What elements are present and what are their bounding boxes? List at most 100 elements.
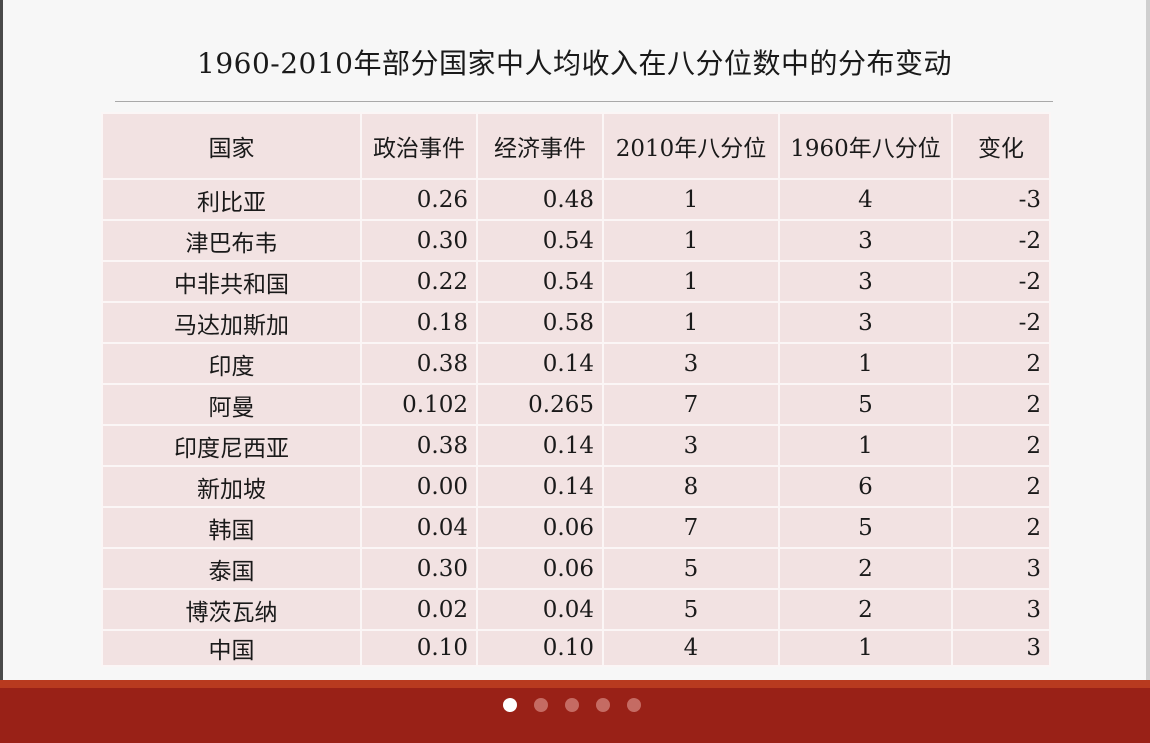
cell-2010-octile: 1 — [602, 219, 780, 262]
cell-economic: 0.14 — [476, 342, 604, 385]
table-row: 津巴布韦 0.30 0.54 1 3 -2 — [101, 219, 1051, 262]
cell-political: 0.30 — [360, 219, 478, 262]
cell-2010-octile: 1 — [602, 260, 780, 303]
cell-economic: 0.54 — [476, 219, 604, 262]
cell-change: 2 — [951, 342, 1051, 385]
cell-political: 0.04 — [360, 506, 478, 549]
cell-2010-octile: 3 — [602, 424, 780, 467]
cell-1960-octile: 3 — [778, 301, 953, 344]
cell-1960-octile: 5 — [778, 383, 953, 426]
cell-1960-octile: 6 — [778, 465, 953, 508]
window-edge-left — [0, 0, 3, 743]
cell-change: 3 — [951, 629, 1051, 667]
table-row: 中国 0.10 0.10 4 1 3 — [101, 629, 1051, 667]
cell-2010-octile: 5 — [602, 588, 780, 631]
header-change: 变化 — [951, 112, 1051, 180]
bottom-bar-stripe — [0, 680, 1150, 688]
cell-1960-octile: 2 — [778, 588, 953, 631]
data-table: 国家 政治事件 经济事件 2010年八分位 1960年八分位 变化 利比亚 0.2… — [101, 112, 1051, 667]
table-row: 泰国 0.30 0.06 5 2 3 — [101, 547, 1051, 590]
pager-dot[interactable] — [534, 698, 548, 712]
table-row: 阿曼 0.102 0.265 7 5 2 — [101, 383, 1051, 426]
cell-2010-octile: 7 — [602, 383, 780, 426]
header-2010-octile: 2010年八分位 — [602, 112, 780, 180]
cell-economic: 0.14 — [476, 465, 604, 508]
header-country: 国家 — [101, 112, 362, 180]
header-1960-octile: 1960年八分位 — [778, 112, 953, 180]
cell-political: 0.00 — [360, 465, 478, 508]
cell-political: 0.10 — [360, 629, 478, 667]
pager-dot[interactable] — [503, 698, 517, 712]
cell-political: 0.38 — [360, 342, 478, 385]
cell-political: 0.02 — [360, 588, 478, 631]
cell-2010-octile: 5 — [602, 547, 780, 590]
cell-country: 泰国 — [101, 547, 362, 590]
cell-economic: 0.10 — [476, 629, 604, 667]
table-row: 马达加斯加 0.18 0.58 1 3 -2 — [101, 301, 1051, 344]
cell-change: 3 — [951, 547, 1051, 590]
cell-1960-octile: 1 — [778, 629, 953, 667]
cell-1960-octile: 4 — [778, 178, 953, 221]
cell-economic: 0.06 — [476, 547, 604, 590]
cell-economic: 0.06 — [476, 506, 604, 549]
cell-2010-octile: 1 — [602, 301, 780, 344]
cell-country: 阿曼 — [101, 383, 362, 426]
cell-political: 0.38 — [360, 424, 478, 467]
cell-change: -2 — [951, 301, 1051, 344]
header-economic: 经济事件 — [476, 112, 604, 180]
cell-economic: 0.48 — [476, 178, 604, 221]
cell-1960-octile: 1 — [778, 342, 953, 385]
cell-1960-octile: 5 — [778, 506, 953, 549]
cell-economic: 0.265 — [476, 383, 604, 426]
cell-country: 津巴布韦 — [101, 219, 362, 262]
cell-change: -2 — [951, 260, 1051, 303]
header-political: 政治事件 — [360, 112, 478, 180]
cell-country: 中非共和国 — [101, 260, 362, 303]
cell-change: -2 — [951, 219, 1051, 262]
cell-1960-octile: 3 — [778, 260, 953, 303]
cell-country: 博茨瓦纳 — [101, 588, 362, 631]
pager-dot[interactable] — [596, 698, 610, 712]
cell-change: 2 — [951, 383, 1051, 426]
cell-political: 0.22 — [360, 260, 478, 303]
cell-country: 中国 — [101, 629, 362, 667]
cell-2010-octile: 4 — [602, 629, 780, 667]
cell-country: 印度 — [101, 342, 362, 385]
slide-pager — [503, 698, 641, 712]
cell-country: 马达加斯加 — [101, 301, 362, 344]
cell-country: 印度尼西亚 — [101, 424, 362, 467]
cell-economic: 0.14 — [476, 424, 604, 467]
cell-country: 利比亚 — [101, 178, 362, 221]
cell-political: 0.30 — [360, 547, 478, 590]
cell-1960-octile: 3 — [778, 219, 953, 262]
cell-1960-octile: 1 — [778, 424, 953, 467]
cell-economic: 0.54 — [476, 260, 604, 303]
table-header-row: 国家 政治事件 经济事件 2010年八分位 1960年八分位 变化 — [101, 112, 1051, 180]
cell-political: 0.26 — [360, 178, 478, 221]
cell-economic: 0.04 — [476, 588, 604, 631]
title-divider — [115, 101, 1053, 102]
cell-2010-octile: 8 — [602, 465, 780, 508]
cell-change: 3 — [951, 588, 1051, 631]
table-row: 韩国 0.04 0.06 7 5 2 — [101, 506, 1051, 549]
pager-dot[interactable] — [627, 698, 641, 712]
cell-political: 0.102 — [360, 383, 478, 426]
cell-2010-octile: 1 — [602, 178, 780, 221]
pager-dot[interactable] — [565, 698, 579, 712]
table-row: 中非共和国 0.22 0.54 1 3 -2 — [101, 260, 1051, 303]
cell-2010-octile: 7 — [602, 506, 780, 549]
cell-1960-octile: 2 — [778, 547, 953, 590]
cell-2010-octile: 3 — [602, 342, 780, 385]
table-row: 印度 0.38 0.14 3 1 2 — [101, 342, 1051, 385]
cell-change: 2 — [951, 465, 1051, 508]
table-row: 博茨瓦纳 0.02 0.04 5 2 3 — [101, 588, 1051, 631]
table-row: 利比亚 0.26 0.48 1 4 -3 — [101, 178, 1051, 221]
cell-country: 韩国 — [101, 506, 362, 549]
cell-change: 2 — [951, 506, 1051, 549]
bottom-bar — [0, 680, 1150, 743]
cell-country: 新加坡 — [101, 465, 362, 508]
table-row: 新加坡 0.00 0.14 8 6 2 — [101, 465, 1051, 508]
window-edge-right — [1146, 0, 1150, 743]
cell-change: 2 — [951, 424, 1051, 467]
slide-title: 1960-2010年部分国家中人均收入在八分位数中的分布变动 — [197, 47, 952, 80]
